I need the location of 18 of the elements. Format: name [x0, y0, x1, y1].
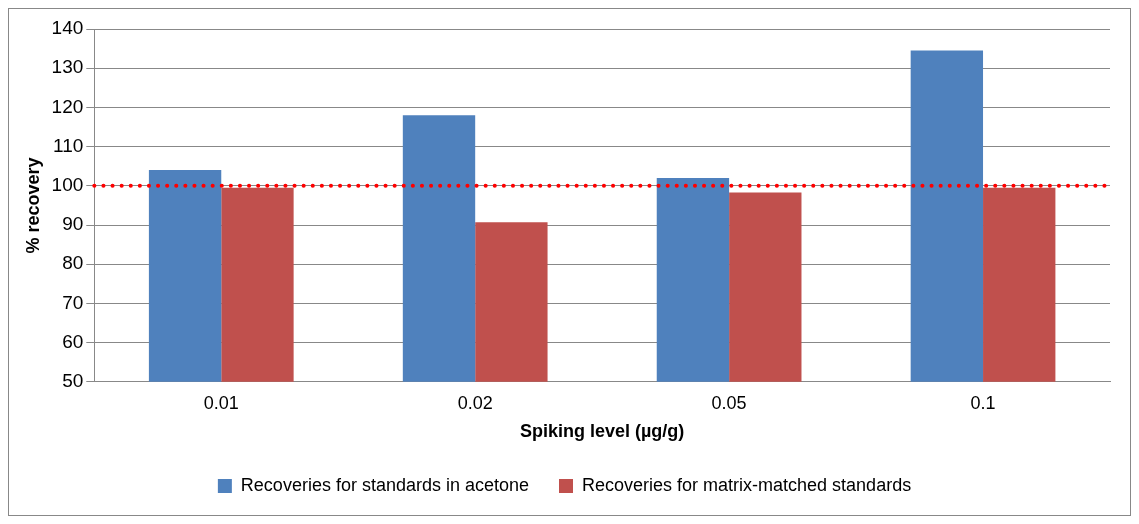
y-tick-label: 60: [62, 330, 84, 352]
y-tick-label: 70: [62, 291, 84, 313]
x-tick-label: 0.01: [203, 392, 239, 413]
legend-label: Recoveries for standards in acetone: [240, 474, 530, 495]
y-tick-label: 50: [62, 370, 84, 392]
y-tick-label: 100: [51, 174, 84, 196]
y-tick-label: 90: [62, 213, 84, 235]
y-tick-label: 130: [51, 56, 84, 78]
y-axis-title: % recovery: [22, 157, 43, 254]
y-tick-label: 110: [53, 134, 84, 156]
x-tick-label: 0.05: [711, 392, 747, 413]
y-tick-label: 140: [51, 17, 84, 39]
x-tick-label: 0.1: [970, 392, 996, 413]
legend-label: Recoveries for matrix-matched standards: [582, 474, 912, 495]
x-axis-title: Spiking level (µg/g): [519, 421, 685, 442]
x-tick-label: 0.02: [457, 392, 493, 413]
y-tick-label: 120: [51, 95, 84, 117]
y-tick-label: 80: [62, 252, 84, 274]
